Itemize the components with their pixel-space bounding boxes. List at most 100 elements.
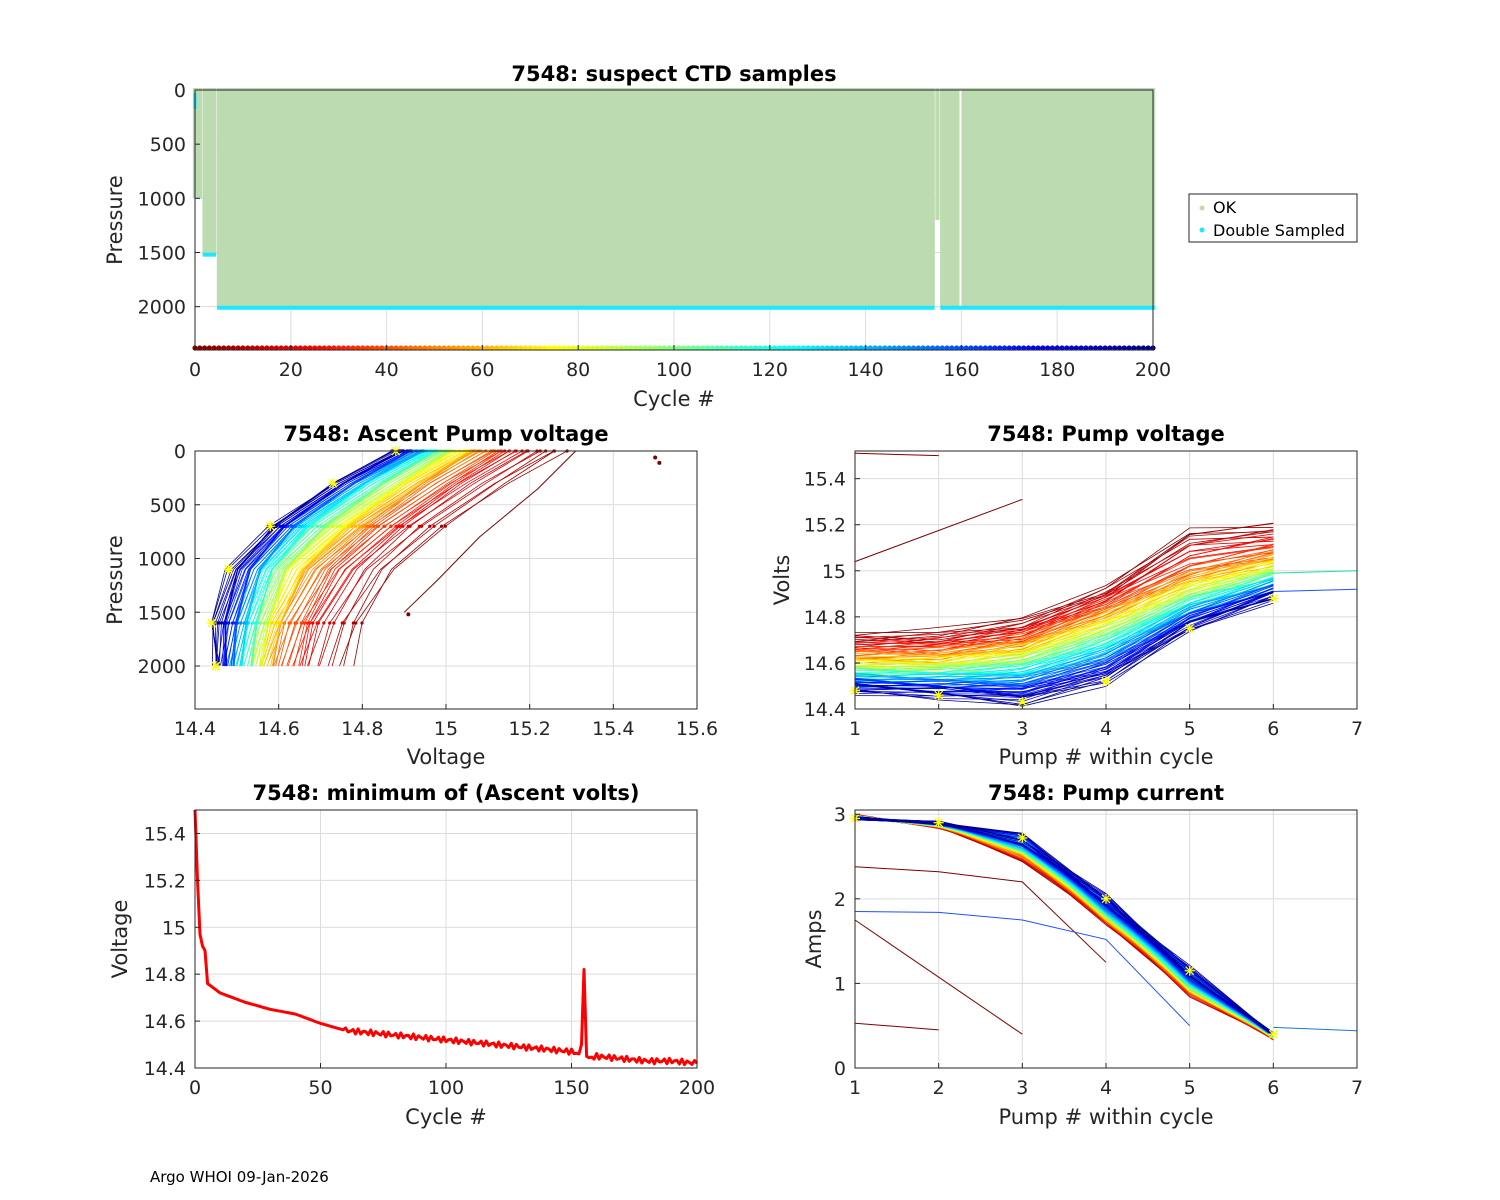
cycle-color-marker: [350, 345, 356, 351]
legend-double-sampled-marker: [1199, 227, 1205, 233]
pump-voltage-line: [854, 568, 1274, 668]
cycle-color-marker: [719, 345, 725, 351]
cycle-color-marker: [470, 345, 476, 351]
pump-voltage-chart: 1 2 3 4 5 6 7 14.4 14.6 14.8 15 15.2 15.4 7548: Pum…: [770, 422, 1363, 769]
y-tick-label: 0: [834, 1058, 846, 1080]
ascent-sample-point: [353, 524, 357, 528]
cycle-color-marker: [355, 345, 361, 351]
cycle-color-marker: [201, 345, 208, 351]
cycle-color-marker: [225, 345, 232, 351]
cycle-color-marker: [633, 345, 639, 351]
cycle-color-marker: [992, 345, 998, 351]
ascent-profile-line: [258, 450, 456, 667]
final-cycle-marker: [265, 521, 276, 532]
ascent-profile-line: [212, 450, 393, 667]
outlier-point: [653, 455, 658, 460]
cycle-color-marker: [1126, 345, 1132, 351]
cycle-color-marker: [594, 345, 600, 351]
panel5-marks: [850, 813, 1358, 1041]
ascent-sample-point: [281, 524, 285, 528]
panel1-title: 7548: suspect CTD samples: [511, 62, 836, 86]
y-tick-label: 1000: [138, 549, 186, 571]
x-tick-label: 4: [1100, 718, 1112, 740]
cycle-color-marker: [800, 345, 806, 351]
cycle-color-marker: [484, 345, 490, 351]
cycle-color-marker: [240, 345, 246, 351]
cycle-color-marker: [724, 345, 730, 351]
cycle-color-marker: [216, 345, 222, 351]
cycle-color-marker: [431, 345, 438, 351]
cycle-color-marker: [283, 345, 289, 351]
cycle-color-marker: [221, 345, 227, 351]
ascent-profile-line: [243, 450, 428, 667]
pump-voltage-line: [854, 522, 1274, 633]
y-tick-label: 15.2: [144, 870, 186, 892]
final-cycle-marker: [1184, 623, 1195, 634]
pump-current-outlier-line: [1273, 1026, 1358, 1032]
panel1-x-label: Cycle #: [633, 387, 715, 411]
ascent-sample-point: [233, 621, 238, 625]
ascent-profile-line: [299, 450, 510, 667]
cycle-color-marker: [1040, 345, 1046, 351]
ascent-sample-point: [311, 621, 315, 625]
cycle-color-marker: [1030, 345, 1036, 351]
pump-voltage-line: [854, 584, 1274, 691]
y-tick-label: 2000: [138, 656, 186, 678]
panel2-x-ticks: 14.4 14.6 14.8 15 15.2 15.4 15.6: [174, 704, 718, 740]
cycle-color-marker: [1112, 345, 1118, 351]
y-tick-label: 14.4: [804, 699, 846, 721]
ascent-sample-point: [295, 621, 299, 625]
y-tick-label: 15.2: [804, 515, 846, 537]
cycle-color-marker: [647, 345, 653, 351]
pump-voltage-line: [854, 561, 1274, 662]
cycle-color-marker: [1083, 345, 1089, 351]
cycle-color-marker: [542, 345, 548, 351]
cycle-color-marker: [522, 345, 529, 351]
footer-credit: Argo WHOI 09-Jan-2026: [150, 1168, 329, 1186]
cycle-color-marker: [987, 345, 993, 351]
pump-voltage-line: [854, 591, 1274, 688]
panel2-title: 7548: Ascent Pump voltage: [283, 422, 608, 446]
cycle-color-marker: [791, 345, 797, 351]
ascent-sample-point: [354, 621, 358, 625]
legend-ok-marker: [1199, 205, 1205, 211]
y-tick-label: 1500: [138, 602, 186, 624]
x-tick-label: 1: [849, 1077, 861, 1099]
cycle-color-marker: [652, 345, 658, 351]
panel5-title: 7548: Pump current: [988, 781, 1224, 805]
pump-voltage-line: [854, 531, 1274, 643]
cycle-color-marker: [815, 345, 821, 351]
cycle-color-marker: [795, 345, 802, 351]
y-tick-label: 500: [150, 134, 186, 156]
x-tick-label: 0: [189, 359, 201, 381]
cycle-color-marker: [326, 345, 332, 351]
pump-current-line: [854, 814, 1274, 1038]
cycle-color-marker: [561, 345, 567, 351]
cycle-color-marker: [997, 345, 1003, 351]
cycle-color-marker: [388, 345, 394, 351]
pump-voltage-outlier-line: [854, 452, 939, 457]
y-tick-label: 14.6: [144, 1011, 186, 1033]
x-tick-label: 14.6: [258, 718, 300, 740]
ascent-sample-point: [361, 524, 365, 528]
final-cycle-marker: [210, 661, 221, 671]
cycle-color-marker: [427, 345, 433, 351]
panel3-x-ticks: 1 2 3 4 5 6 7: [849, 704, 1363, 740]
pump-voltage-line: [854, 573, 1274, 675]
y-tick-label: 2000: [138, 297, 186, 319]
pump-current-line: [854, 816, 1274, 1036]
cycle-color-marker: [570, 345, 577, 351]
cycle-color-marker: [489, 345, 495, 351]
panel2-y-label: Pressure: [103, 535, 127, 625]
y-tick-label: 0: [174, 80, 186, 102]
ascent-sample-point: [375, 524, 380, 528]
y-tick-label: 14.8: [804, 607, 846, 629]
ascent-profile-line: [307, 450, 516, 667]
cycle-color-marker: [700, 345, 706, 351]
ascent-profile-cycle-0: [403, 450, 577, 613]
missing-cycle-gap: [959, 90, 962, 308]
ascent-profile-line: [275, 450, 492, 667]
cycle-color-marker: [930, 345, 936, 351]
ascent-pump-voltage-chart: 14.4 14.6 14.8 15 15.2 15.4 15.6 0 500 1000 1500 2…: [103, 422, 718, 769]
